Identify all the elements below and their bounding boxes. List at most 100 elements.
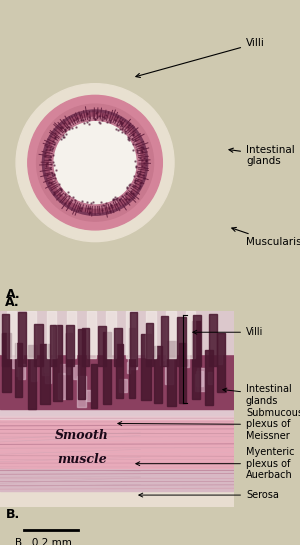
Bar [186, 311, 195, 358]
Bar [128, 347, 137, 370]
Bar [103, 332, 111, 404]
Bar [137, 323, 145, 358]
Bar [208, 372, 212, 384]
Bar [65, 334, 72, 399]
Bar [195, 374, 199, 391]
Bar [114, 328, 122, 366]
Bar [7, 311, 16, 358]
Bar [160, 335, 167, 365]
Circle shape [28, 95, 162, 230]
Bar [177, 317, 186, 366]
Bar [154, 347, 162, 403]
Bar [0, 311, 234, 354]
Bar [86, 390, 91, 401]
Bar [78, 329, 85, 398]
Text: B.: B. [6, 508, 20, 521]
Bar [53, 325, 62, 401]
Text: Intestinal
glands: Intestinal glands [229, 144, 295, 166]
Bar [91, 364, 97, 408]
Bar [73, 365, 79, 379]
Bar [0, 413, 234, 468]
Bar [58, 373, 65, 399]
Bar [47, 311, 56, 358]
Bar [82, 328, 89, 366]
Bar [192, 321, 200, 398]
Bar [146, 323, 154, 366]
Circle shape [50, 117, 140, 208]
Bar [42, 348, 49, 374]
Bar [16, 356, 18, 377]
Bar [0, 311, 234, 409]
Bar [126, 311, 136, 358]
Bar [91, 324, 96, 354]
Bar [34, 324, 43, 366]
Bar [162, 332, 168, 360]
Bar [19, 347, 23, 358]
Bar [15, 343, 22, 397]
Text: Myenteric
plexus of
Auerbach: Myenteric plexus of Auerbach [136, 447, 295, 480]
Bar [44, 352, 48, 372]
Bar [146, 311, 156, 358]
Bar [0, 403, 234, 415]
Bar [196, 371, 203, 386]
Bar [67, 311, 76, 358]
Bar [209, 314, 217, 366]
Circle shape [42, 110, 148, 215]
Bar [45, 359, 51, 384]
Text: A.: A. [6, 288, 21, 301]
Bar [77, 376, 86, 407]
Bar [27, 311, 36, 358]
Bar [50, 325, 56, 366]
Text: Smooth: Smooth [55, 429, 109, 442]
Bar [106, 311, 116, 358]
Text: Muscularis: Muscularis [232, 227, 300, 247]
Bar [217, 333, 225, 392]
Bar [166, 311, 176, 358]
Bar [31, 360, 36, 381]
Bar [141, 334, 151, 400]
Text: Villi: Villi [193, 327, 263, 337]
Bar [217, 332, 222, 364]
Text: muscle: muscle [57, 453, 107, 467]
Circle shape [45, 113, 145, 213]
Bar [12, 349, 19, 368]
Bar [130, 312, 136, 366]
Text: B   0.2 mm: B 0.2 mm [15, 538, 72, 545]
Bar [2, 314, 9, 366]
Bar [197, 368, 205, 391]
Circle shape [54, 122, 136, 204]
Bar [0, 409, 234, 419]
Bar [182, 354, 189, 367]
Text: Villi: Villi [136, 39, 265, 77]
Bar [161, 316, 167, 366]
Bar [40, 344, 50, 404]
Bar [165, 359, 173, 384]
Bar [119, 379, 128, 392]
Text: A.: A. [5, 296, 19, 309]
Bar [2, 334, 11, 392]
Bar [116, 344, 123, 398]
Bar [87, 311, 96, 358]
Bar [167, 341, 176, 406]
Bar [129, 329, 135, 398]
Bar [18, 312, 26, 366]
Bar [205, 350, 213, 404]
Bar [0, 487, 234, 507]
Text: Serosa: Serosa [139, 490, 279, 500]
Circle shape [16, 84, 174, 241]
Bar [66, 325, 74, 366]
Bar [179, 343, 185, 403]
Bar [193, 314, 201, 366]
Bar [72, 329, 76, 358]
Bar [127, 362, 130, 373]
Bar [0, 458, 234, 491]
Bar [28, 346, 36, 409]
Bar [18, 365, 25, 379]
Bar [98, 326, 106, 366]
Text: Submucous
plexus of
Meissner: Submucous plexus of Meissner [118, 408, 300, 441]
Bar [128, 345, 136, 364]
Bar [67, 339, 70, 374]
Circle shape [37, 104, 154, 221]
Bar [61, 364, 69, 374]
Text: Intestinal
glands: Intestinal glands [223, 384, 292, 406]
